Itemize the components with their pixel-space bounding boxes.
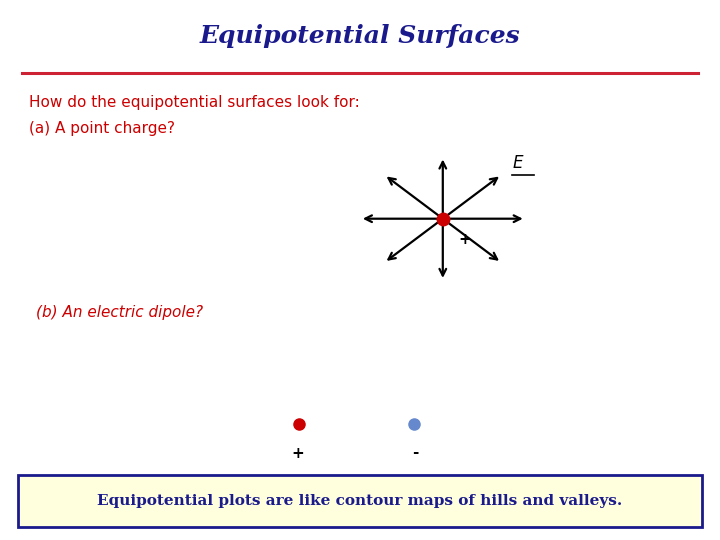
- Text: How do the equipotential surfaces look for:: How do the equipotential surfaces look f…: [29, 94, 359, 110]
- FancyBboxPatch shape: [18, 475, 702, 526]
- Text: +: +: [291, 446, 304, 461]
- Text: Equipotential plots are like contour maps of hills and valleys.: Equipotential plots are like contour map…: [97, 494, 623, 508]
- Text: +: +: [459, 232, 472, 247]
- Text: Equipotential Surfaces: Equipotential Surfaces: [199, 24, 521, 48]
- Text: -: -: [413, 446, 418, 461]
- Text: (b) An electric dipole?: (b) An electric dipole?: [36, 305, 203, 320]
- Text: (a) A point charge?: (a) A point charge?: [29, 122, 175, 137]
- Text: E: E: [512, 154, 523, 172]
